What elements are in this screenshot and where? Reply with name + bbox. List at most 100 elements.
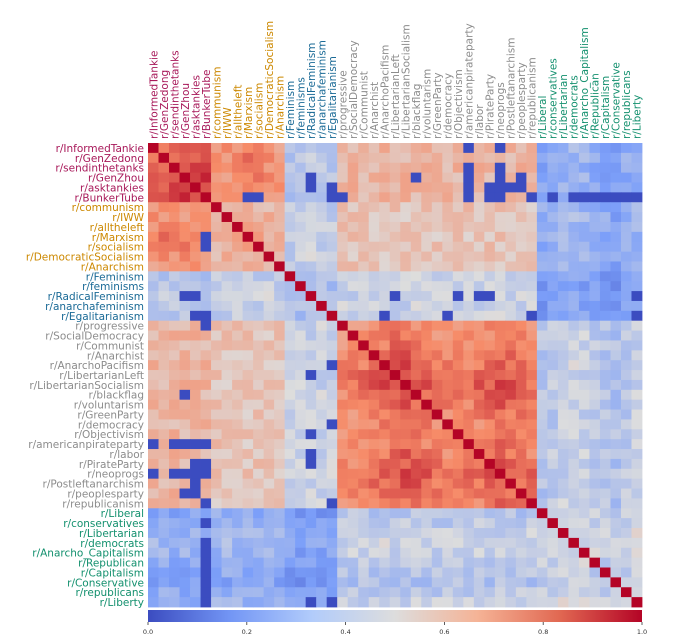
heatmap-cell (379, 567, 391, 578)
heatmap-cell (326, 310, 338, 322)
heatmap-cell (515, 241, 527, 252)
heatmap-cell (242, 350, 254, 361)
heatmap-cell (421, 152, 433, 164)
heatmap-cell (431, 488, 443, 499)
heatmap-cell (253, 320, 265, 331)
heatmap-cell (557, 379, 569, 391)
heatmap-cell (610, 429, 622, 440)
heatmap-cell (494, 547, 506, 559)
heatmap-cell (589, 567, 601, 578)
heatmap-cell (526, 231, 538, 243)
heatmap-cell (337, 429, 349, 440)
heatmap-cell (515, 597, 527, 608)
heatmap-cell (631, 330, 643, 341)
heatmap-cell (158, 310, 170, 322)
heatmap-cell (179, 518, 191, 529)
heatmap-cell (400, 261, 412, 272)
heatmap-cell (179, 281, 191, 292)
heatmap-cell (631, 419, 643, 430)
heatmap-cell (379, 409, 391, 420)
heatmap-cell (221, 212, 233, 223)
heatmap-cell (358, 231, 370, 243)
heatmap-cell (410, 360, 422, 371)
heatmap-cell (400, 518, 412, 529)
heatmap-cell (568, 439, 580, 450)
heatmap-cell (169, 587, 180, 598)
heatmap-cell (631, 439, 643, 450)
heatmap-cell (221, 429, 233, 440)
heatmap-cell (400, 291, 412, 302)
heatmap-cell (505, 310, 517, 322)
heatmap-cell (347, 172, 359, 183)
heatmap-cell (620, 468, 632, 480)
column-label: r/feminisms (295, 77, 307, 139)
heatmap-cell (326, 458, 338, 470)
heatmap-cell (610, 360, 622, 371)
heatmap-cell (232, 488, 243, 499)
heatmap-cell (589, 202, 601, 213)
heatmap-cell (515, 577, 527, 588)
heatmap-cell (274, 379, 286, 391)
heatmap-cell (620, 528, 632, 539)
heatmap-cell (232, 202, 243, 213)
heatmap-cell (631, 192, 643, 203)
heatmap-cell (358, 587, 370, 598)
heatmap-cell (211, 192, 222, 203)
heatmap-cell (305, 310, 317, 322)
heatmap-cell (284, 587, 296, 598)
heatmap-cell (484, 370, 496, 381)
heatmap-cell (589, 281, 601, 292)
heatmap-cell (463, 231, 475, 243)
heatmap-cell (473, 587, 485, 598)
heatmap-cell (421, 310, 433, 322)
heatmap-cell (190, 143, 201, 154)
heatmap-cell (305, 419, 317, 430)
heatmap-cell (232, 261, 243, 272)
heatmap-cell (148, 528, 159, 539)
heatmap-cell (221, 221, 233, 233)
heatmap-cell (547, 162, 559, 174)
heatmap-cell (410, 340, 422, 351)
heatmap-cell (610, 340, 622, 351)
heatmap-cell (452, 202, 464, 213)
heatmap-cell (358, 291, 370, 302)
heatmap-cell (368, 202, 380, 213)
heatmap-cell (526, 241, 538, 252)
heatmap-cell (536, 547, 548, 559)
column-label: r/peoplesparty (516, 62, 528, 139)
heatmap-cell (452, 508, 464, 519)
heatmap-cell (442, 350, 454, 361)
heatmap-cell (263, 281, 275, 292)
heatmap-cell (526, 508, 538, 519)
heatmap-cell (589, 449, 601, 460)
heatmap-cell (400, 143, 412, 154)
heatmap-cell (494, 300, 506, 312)
heatmap-cell (431, 547, 443, 559)
heatmap-cell (589, 340, 601, 351)
heatmap-cell (337, 221, 349, 233)
heatmap-cell (610, 537, 622, 549)
heatmap-cell (536, 360, 548, 371)
heatmap-cell (442, 152, 454, 164)
heatmap-cell (526, 449, 538, 460)
heatmap-cell (484, 231, 496, 243)
heatmap-cell (158, 547, 170, 559)
heatmap-cell (400, 449, 412, 460)
heatmap-cell (589, 577, 601, 588)
heatmap-cell (326, 182, 338, 193)
heatmap-cell (442, 379, 454, 391)
column-label: r/SocialDemocracy (348, 40, 360, 139)
heatmap-cell (547, 320, 559, 331)
heatmap-cell (284, 360, 296, 371)
heatmap-cell (494, 320, 506, 331)
heatmap-cell (631, 350, 643, 361)
heatmap-cell (274, 202, 286, 213)
heatmap-cell (158, 389, 170, 401)
heatmap-cell (515, 182, 527, 193)
row-label: r/Anarcho_Capitalism (32, 548, 144, 560)
heatmap-cell (620, 370, 632, 381)
heatmap-cell (158, 212, 170, 223)
heatmap-cell (578, 518, 590, 529)
heatmap-cell (484, 261, 496, 272)
heatmap-cell (578, 587, 590, 598)
